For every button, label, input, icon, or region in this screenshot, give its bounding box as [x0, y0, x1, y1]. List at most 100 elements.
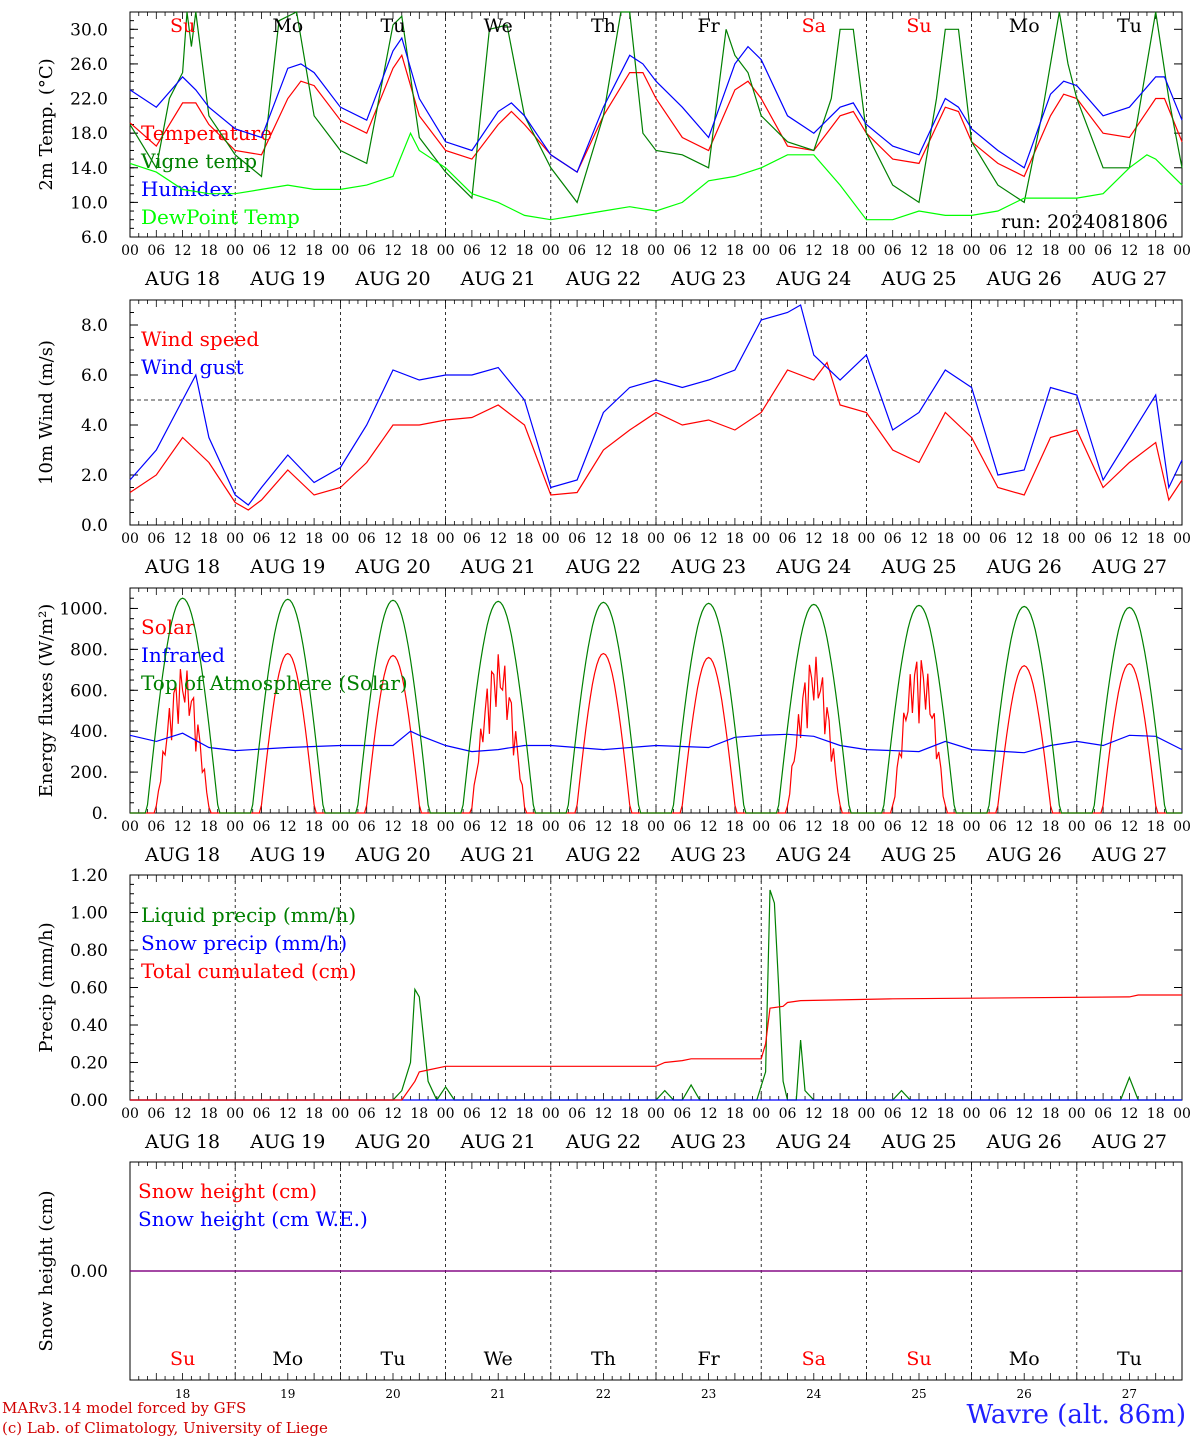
day-of-week-label: Su [170, 1348, 195, 1370]
hour-tick-label: 12 [1015, 819, 1033, 835]
date-label: AUG 26 [986, 1131, 1062, 1153]
date-label: AUG 18 [144, 844, 220, 866]
series-line-infrared [129, 730, 1183, 754]
hour-tick-label: 18 [936, 243, 954, 259]
date-label: AUG 18 [144, 556, 220, 578]
day-of-week-label: Tu [381, 15, 406, 37]
date-label: AUG 20 [354, 268, 430, 290]
y-tick-label: 26.0 [70, 55, 108, 75]
hour-tick-label: 06 [673, 531, 691, 547]
day-of-week-label: Tu [1117, 15, 1142, 37]
hour-tick-label: 06 [989, 531, 1007, 547]
hour-tick-label: 18 [726, 531, 744, 547]
day-of-week-label: Su [170, 15, 195, 37]
y-tick-label: 800. [70, 640, 108, 660]
hour-tick-label: 18 [621, 531, 639, 547]
hour-tick-label: 06 [253, 819, 271, 835]
y-axis-label: 2m Temp. (°C) [36, 58, 57, 190]
hour-tick-label: 00 [647, 531, 665, 547]
hour-tick-label: 18 [936, 819, 954, 835]
day-number-label: 21 [491, 1387, 506, 1400]
hour-tick-label: 00 [857, 243, 875, 259]
hour-tick-label: 00 [437, 1106, 455, 1122]
date-label: AUG 21 [460, 556, 536, 578]
date-label: AUG 18 [144, 268, 220, 290]
hour-tick-label: 12 [489, 1106, 507, 1122]
y-tick-label: 22.0 [70, 90, 108, 110]
hour-tick-label: 00 [1173, 243, 1191, 259]
hour-tick-label: 12 [384, 1106, 402, 1122]
hour-tick-label: 12 [279, 243, 297, 259]
hour-tick-label: 12 [1120, 1106, 1138, 1122]
hour-tick-label: 18 [1147, 819, 1165, 835]
date-label: AUG 25 [880, 1131, 956, 1153]
date-label: AUG 23 [670, 268, 746, 290]
date-label: AUG 19 [249, 556, 325, 578]
hour-tick-label: 00 [437, 243, 455, 259]
hour-tick-label: 18 [1147, 531, 1165, 547]
y-tick-label: 1.20 [70, 866, 108, 886]
day-number-label: 25 [911, 1387, 926, 1400]
hour-tick-label: 06 [463, 819, 481, 835]
date-label: AUG 19 [249, 1131, 325, 1153]
day-of-week-label: Th [591, 15, 616, 37]
date-label: AUG 24 [775, 268, 851, 290]
hour-tick-label: 12 [910, 819, 928, 835]
date-label: AUG 22 [565, 268, 641, 290]
y-tick-label: 0.60 [70, 979, 108, 999]
hour-tick-label: 12 [594, 819, 612, 835]
y-tick-label: 2.0 [81, 466, 108, 486]
hour-tick-label: 00 [752, 531, 770, 547]
series-line-wind-speed [129, 361, 1183, 511]
meteogram-figure: 6.0 10.0 14.0 18.0 22.0 26.0 30.0 2m Temp. (°C)… [36, 11, 1191, 1400]
date-label: AUG 24 [775, 844, 851, 866]
y-tick-label: 0.40 [70, 1016, 108, 1036]
hour-tick-label: 12 [384, 819, 402, 835]
series-line-top-of-atmosphere-solar [130, 597, 1182, 814]
hour-tick-label: 12 [910, 531, 928, 547]
hour-tick-label: 18 [200, 531, 218, 547]
lab-credit: (c) Lab. of Climatology, University of L… [2, 1419, 328, 1437]
hour-tick-label: 18 [1042, 531, 1060, 547]
hour-tick-label: 18 [516, 819, 534, 835]
hour-tick-label: 06 [253, 1106, 271, 1122]
model-credit: MARv3.14 model forced by GFS [2, 1399, 247, 1417]
hour-tick-label: 12 [1015, 243, 1033, 259]
hour-tick-label: 18 [831, 819, 849, 835]
hour-tick-label: 12 [174, 243, 192, 259]
hour-tick-label: 00 [857, 819, 875, 835]
hour-tick-label: 12 [594, 531, 612, 547]
hour-tick-label: 12 [1015, 531, 1033, 547]
y-tick-label: 6.0 [81, 366, 108, 386]
hour-tick-label: 00 [226, 1106, 244, 1122]
hour-tick-label: 06 [1094, 819, 1112, 835]
day-of-week-label: Th [591, 1348, 616, 1370]
day-of-week-label: Tu [1117, 1348, 1142, 1370]
hour-tick-label: 12 [174, 1106, 192, 1122]
hour-tick-label: 12 [910, 1106, 928, 1122]
date-label: AUG 25 [880, 268, 956, 290]
plot-frame [129, 587, 1183, 814]
hour-tick-label: 00 [542, 531, 560, 547]
hour-tick-label: 06 [463, 531, 481, 547]
hour-tick-label: 00 [121, 1106, 139, 1122]
hour-tick-label: 06 [989, 1106, 1007, 1122]
hour-tick-label: 00 [1068, 531, 1086, 547]
day-of-week-label: Fr [697, 1348, 720, 1370]
date-label: AUG 27 [1091, 556, 1167, 578]
hour-tick-label: 00 [226, 531, 244, 547]
hour-tick-label: 18 [1147, 243, 1165, 259]
day-number-label: 22 [596, 1387, 611, 1400]
hour-tick-label: 18 [516, 243, 534, 259]
day-of-week-label: Mo [1009, 1348, 1040, 1370]
hour-tick-label: 00 [647, 243, 665, 259]
y-tick-label: 30.0 [70, 20, 108, 40]
hour-tick-label: 00 [1173, 531, 1191, 547]
hour-tick-label: 12 [700, 531, 718, 547]
y-tick-label: 1000. [59, 599, 108, 619]
plot-frame [129, 11, 1183, 238]
day-number-label: 26 [1017, 1387, 1032, 1400]
hour-tick-label: 06 [358, 1106, 376, 1122]
date-label: AUG 21 [460, 268, 536, 290]
date-label: AUG 22 [565, 844, 641, 866]
